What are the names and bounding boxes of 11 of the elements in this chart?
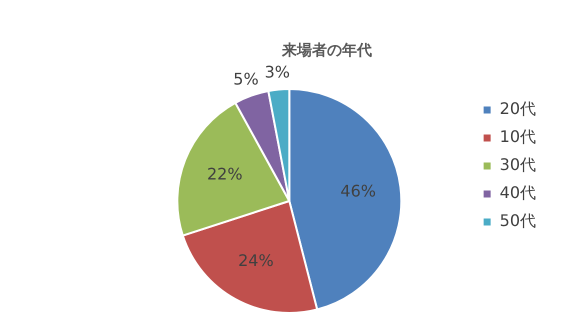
legend-label: 40代 [500, 183, 536, 202]
data-label: 3% [264, 62, 290, 82]
legend-label: 30代 [500, 155, 536, 174]
chart-title: 来場者の年代 [281, 40, 372, 59]
legend-label: 20代 [500, 99, 536, 118]
data-label: 46% [340, 181, 376, 200]
legend-label: 10代 [500, 127, 536, 146]
data-label: 22% [206, 164, 243, 184]
legend-label: 50代 [500, 211, 536, 230]
data-label: 24% [238, 251, 274, 270]
data-label: 5% [233, 70, 259, 89]
